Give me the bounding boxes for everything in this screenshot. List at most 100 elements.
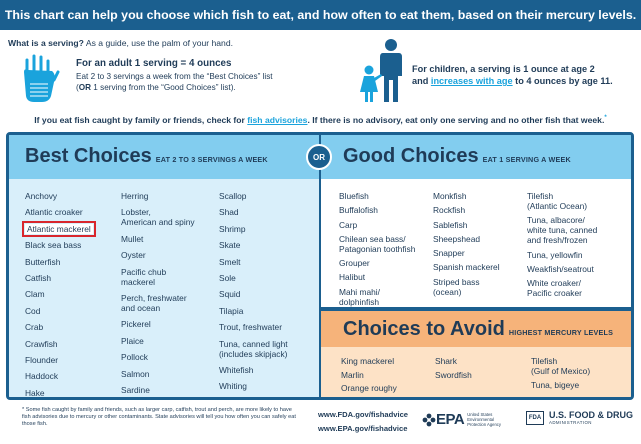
highlighted-fish-item: Atlantic mackerel — [22, 220, 96, 237]
adult-serving-info: For an adult 1 serving = 4 ounces Eat 2 … — [76, 58, 316, 93]
fish-item: Swordfish — [435, 369, 472, 380]
fish-item: Shark — [435, 356, 457, 366]
fish-item: Tilefish (Gulf of Mexico) — [531, 356, 591, 376]
fish-item: Pickerel — [121, 319, 151, 330]
fish-item: Whiting — [219, 381, 247, 392]
choices-to-avoid-header — [319, 311, 631, 347]
fish-item: Flounder — [25, 354, 59, 365]
fish-item: Mahi mahi/dolphinfish — [339, 286, 380, 307]
fish-item: Atlantic mackerel — [22, 220, 125, 237]
good-choices-header — [319, 135, 631, 179]
best-col-1: Anchovy Atlantic croaker Atlantic mackerel… — [22, 191, 125, 398]
fish-item: Scallop — [219, 191, 247, 201]
page-header: This chart can help you choose which fis… — [0, 0, 641, 30]
fish-item: Weakfish/seatrout — [527, 263, 594, 274]
choices-to-avoid-subtitle: HIGHEST MERCURY LEVELS — [508, 328, 614, 337]
choices-to-avoid-title: Choices to Avoid HIGHEST MERCURY LEVELS — [343, 318, 613, 341]
fish-item: Pacific chub mackerel — [121, 266, 167, 287]
fish-item: Sheepshead — [433, 233, 481, 244]
or-badge: OR — [306, 144, 332, 170]
fish-item: Herring — [121, 191, 149, 201]
good-col-1: Bluefish Buffalofish Carp Chilean sea bass/… — [339, 191, 439, 311]
increases-with-age-link[interactable]: increases with age — [430, 76, 513, 86]
fish-item: Tuna, bigeye — [531, 379, 580, 390]
fish-item: Catfish — [25, 272, 52, 283]
adult-text-or: OR — [78, 82, 92, 92]
fish-item: Tuna, yellowfin — [527, 249, 583, 260]
epa-fishadvice-url[interactable]: www.EPA.gov/fishadvice — [318, 424, 408, 433]
footer-urls: www.FDA.gov/fishadvice www.EPA.gov/fisha… — [318, 408, 408, 436]
fish-item: Squid — [219, 289, 241, 300]
choices-to-avoid-title-text: Choices to Avoid — [343, 318, 505, 340]
fish-item: Tilefish (Atlantic Ocean) — [527, 191, 588, 211]
adult-text-paren: ( — [76, 82, 79, 92]
fish-item: Spanish mackerel — [433, 262, 500, 273]
fish-item: Cod — [25, 305, 41, 316]
advisory-text-2: . If there is no advisory, eat only one … — [307, 115, 605, 125]
fish-item: Buffalofish — [339, 205, 378, 216]
fish-item: Atlantic croaker — [25, 207, 83, 218]
family-icon — [360, 39, 402, 102]
row-divider — [319, 307, 631, 311]
fish-item: Sablefish — [433, 219, 468, 230]
fish-advisories-link[interactable]: fish advisories — [247, 115, 308, 125]
epa-flower-icon — [422, 413, 436, 426]
fish-item: Whitefish — [219, 364, 254, 375]
fish-item: Tuna, albacore/white tuna, canned and fre… — [527, 215, 598, 246]
fish-item: Shrimp — [219, 223, 246, 234]
fish-item: Salmon — [121, 368, 150, 379]
fish-item: Halibut — [339, 272, 366, 283]
good-choices-title: Good Choices EAT 1 SERVING A WEEK — [343, 145, 571, 168]
best-choices-title: Best Choices EAT 2 TO 3 SERVINGS A WEEK — [25, 145, 268, 168]
fish-item: Mullet — [121, 233, 144, 244]
child-serving-info: For children, a serving is 1 ounce at ag… — [412, 63, 636, 87]
epa-logo: EPA United States Environmental Protecti… — [422, 411, 511, 428]
avoid-col-1: King mackerel Marlin Orange roughy — [341, 356, 437, 397]
fish-item: Butterfish — [25, 256, 61, 267]
fish-item: Carp — [339, 219, 358, 230]
good-choices-title-text: Good Choices — [343, 145, 479, 167]
fda-name: U.S. FOOD & DRUG — [549, 410, 634, 420]
best-choices-title-text: Best Choices — [25, 145, 152, 167]
advisory-footnote-mark: * — [604, 115, 607, 122]
fish-item: Rockfish — [433, 205, 466, 216]
fish-item: Haddock — [25, 371, 59, 382]
fish-item: Plaice — [121, 335, 144, 346]
fish-chart: Best Choices EAT 2 TO 3 SERVINGS A WEEK G… — [6, 132, 634, 400]
child-text-line1: For children, a serving is 1 ounce at ag… — [412, 64, 595, 74]
fda-logo: FDA U.S. FOOD & DRUG ADMINISTRATION — [526, 410, 633, 425]
serving-guide: As a guide, use the palm of your hand. — [85, 38, 234, 48]
fish-item: Crawfish — [25, 338, 58, 349]
good-choices-panel — [319, 179, 631, 307]
fish-item: Monkfish — [433, 191, 467, 201]
good-choices-subtitle: EAT 1 SERVING A WEEK — [482, 155, 571, 164]
fish-item: Oyster — [121, 250, 146, 261]
good-col-2: Monkfish Rockfish Sablefish Sheepshead Snapp… — [433, 191, 529, 301]
fish-item: Orange roughy — [341, 383, 397, 393]
fish-item: Tuna, canned light (includes skipjack) — [219, 338, 288, 359]
serving-question-label: What is a serving? — [8, 38, 84, 48]
fish-item: Pollock — [121, 352, 148, 363]
choices-to-avoid-panel — [319, 347, 631, 397]
fish-item: Lobster, American and spiny — [121, 207, 195, 228]
best-choices-header — [9, 135, 319, 179]
fish-item: Hake — [25, 387, 45, 398]
fish-item: Black sea bass — [25, 240, 82, 251]
adult-serving-title: For an adult 1 serving = 4 ounces — [76, 58, 232, 69]
fish-item: Snapper — [433, 248, 465, 259]
fish-item: Perch, freshwater and ocean — [121, 292, 187, 313]
fda-administration: ADMINISTRATION — [549, 420, 592, 425]
fish-item: Anchovy — [25, 191, 58, 201]
epa-logo-text: EPA — [436, 411, 465, 428]
good-col-3: Tilefish (Atlantic Ocean) Tuna, albacore/w… — [527, 191, 627, 302]
adult-serving-text: Eat 2 to 3 servings a week from the “Bes… — [76, 72, 316, 93]
fish-item: Sardine — [121, 384, 150, 395]
fish-item: Clam — [25, 289, 45, 300]
fda-logo-box: FDA — [526, 410, 544, 425]
fish-item: Marlin — [341, 369, 364, 380]
fish-item: Tilapia — [219, 305, 244, 316]
fish-item: Shad — [219, 207, 239, 218]
avoid-col-3: Tilefish (Gulf of Mexico) Tuna, bigeye — [531, 356, 627, 393]
column-divider — [319, 135, 321, 397]
fda-fishadvice-url[interactable]: www.FDA.gov/fishadvice — [318, 410, 409, 419]
